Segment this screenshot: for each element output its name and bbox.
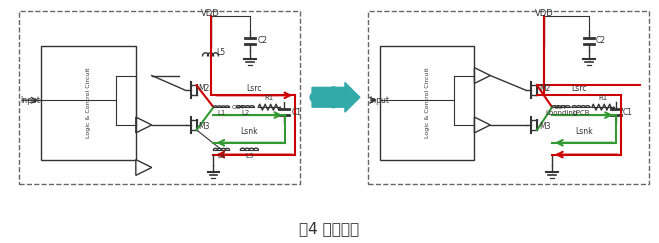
Text: C1: C1 <box>623 108 633 117</box>
Text: VDD: VDD <box>201 9 220 18</box>
Text: Lbonding: Lbonding <box>545 110 577 116</box>
Text: VDD: VDD <box>534 9 554 18</box>
Text: L2: L2 <box>241 110 250 116</box>
Text: R1: R1 <box>265 95 274 101</box>
Text: L5: L5 <box>216 48 225 57</box>
Text: L1: L1 <box>217 110 225 116</box>
Text: M2: M2 <box>198 84 210 93</box>
Text: OUT: OUT <box>554 105 567 110</box>
Text: Input: Input <box>369 96 389 105</box>
Text: C2: C2 <box>596 36 606 45</box>
Text: OUT: OUT <box>231 105 244 110</box>
Text: Logic & Control Circuit: Logic & Control Circuit <box>86 67 91 138</box>
Text: Lsnk: Lsnk <box>575 127 592 136</box>
Text: L3: L3 <box>245 153 254 159</box>
Text: Lsnk: Lsnk <box>241 127 258 136</box>
Text: Lsrc: Lsrc <box>571 84 587 93</box>
Text: Lsrc: Lsrc <box>246 84 262 93</box>
Text: L4: L4 <box>217 153 225 159</box>
Text: LPCB: LPCB <box>572 110 590 116</box>
Text: R1: R1 <box>598 95 608 101</box>
Text: M3: M3 <box>539 122 551 131</box>
Text: M2: M2 <box>539 84 550 93</box>
Text: C1: C1 <box>291 108 301 117</box>
Text: Input: Input <box>20 96 40 105</box>
Text: M3: M3 <box>198 122 210 131</box>
Text: C2: C2 <box>257 36 268 45</box>
Text: 图4 等效电路: 图4 等效电路 <box>299 221 360 236</box>
FancyArrow shape <box>312 82 360 112</box>
Text: Logic & Control Circuit: Logic & Control Circuit <box>424 67 430 138</box>
